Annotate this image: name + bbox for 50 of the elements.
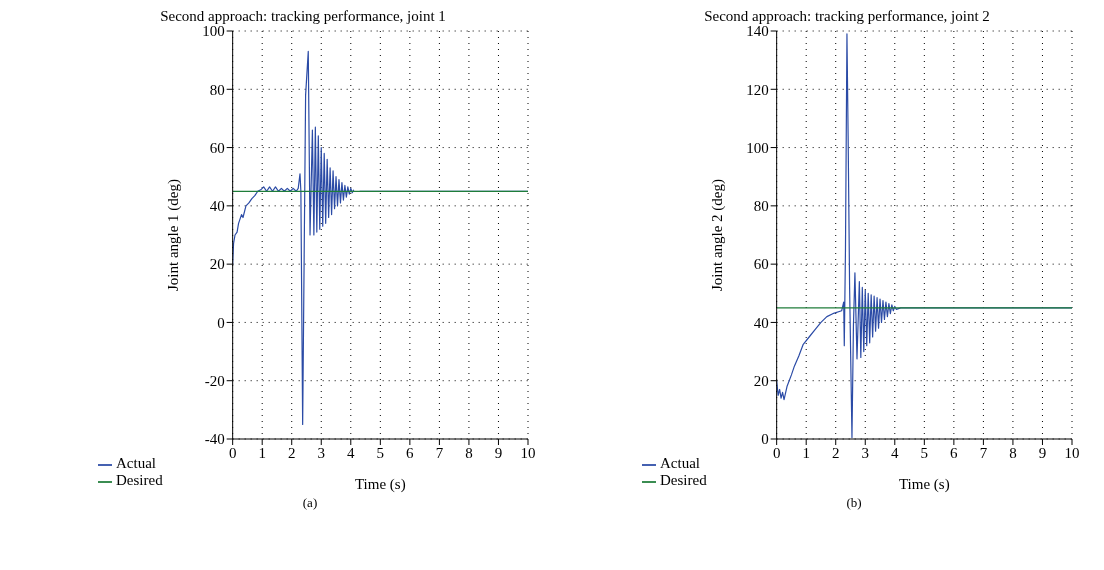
y-axis-title: Joint angle 1 (deg) — [164, 178, 182, 292]
x-tick-label: 0 — [228, 444, 237, 461]
y-tick-label: 140 — [746, 23, 769, 40]
y-tick-label: 40 — [753, 314, 769, 331]
y-tick-label: 0 — [761, 431, 769, 448]
y-axis-title: Joint angle 2 (deg) — [708, 178, 726, 292]
x-tick-label: 4 — [891, 444, 900, 461]
x-tick-label: 1 — [802, 444, 810, 461]
x-axis-title: Time (s) — [354, 476, 406, 493]
x-tick-label: 6 — [950, 444, 959, 461]
x-tick-label: 5 — [920, 444, 929, 461]
y-tick-label: 40 — [209, 198, 225, 215]
text: (a) — [301, 495, 319, 511]
x-tick-label: 9 — [1038, 444, 1047, 461]
y-tick-label: 80 — [753, 198, 769, 215]
x-tick-label: 0 — [772, 444, 781, 461]
x-tick-label: 1 — [258, 444, 266, 461]
x-tick-label: 3 — [317, 444, 326, 461]
x-tick-label: 2 — [287, 444, 296, 461]
legend-label: Desired — [116, 472, 163, 488]
y-tick-label: 100 — [202, 23, 225, 40]
legend-label: Actual — [660, 455, 700, 471]
x-tick-label: 8 — [1009, 444, 1017, 461]
x-tick-label: 9 — [494, 444, 503, 461]
y-tick-label: -20 — [204, 373, 225, 390]
y-tick-label: 60 — [209, 139, 225, 156]
x-tick-label: 10 — [520, 444, 536, 461]
x-tick-label: 8 — [465, 444, 473, 461]
y-tick-label: 20 — [209, 256, 225, 273]
x-tick-label: 7 — [435, 444, 444, 461]
legend-label: Actual — [116, 455, 156, 471]
legend-label: Desired — [660, 472, 707, 488]
chart-title: Second approach: tracking performance, joint 2 — [703, 8, 991, 25]
x-tick-label: 5 — [376, 444, 385, 461]
x-tick-label: 4 — [347, 444, 356, 461]
y-tick-label: 100 — [746, 139, 769, 156]
chart-title: Second approach: tracking performance, joint 1 — [159, 8, 447, 25]
x-axis-title: Time (s) — [898, 476, 950, 493]
x-tick-label: 2 — [831, 444, 840, 461]
y-tick-label: 80 — [209, 81, 225, 98]
y-tick-label: 20 — [753, 373, 769, 390]
x-tick-label: 10 — [1064, 444, 1080, 461]
y-tick-label: 0 — [217, 314, 225, 331]
y-tick-label: 120 — [746, 81, 769, 98]
text: (b) — [845, 495, 863, 511]
y-tick-label: -40 — [204, 431, 225, 448]
y-tick-label: 60 — [753, 256, 769, 273]
x-tick-label: 3 — [861, 444, 870, 461]
x-tick-label: 7 — [979, 444, 988, 461]
x-tick-label: 6 — [406, 444, 415, 461]
